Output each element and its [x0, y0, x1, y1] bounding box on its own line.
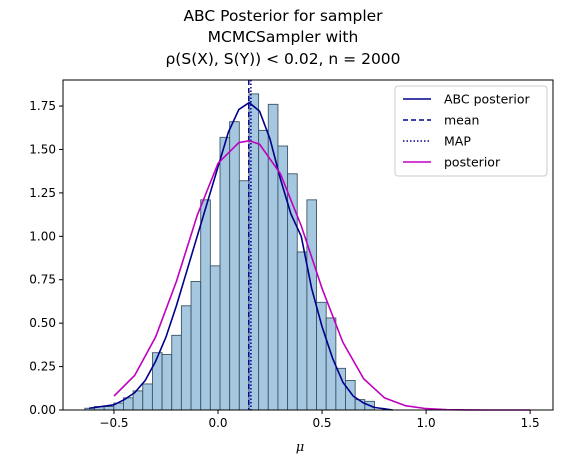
title-line-2: MCMCSampler with — [208, 28, 359, 46]
histogram-bar — [209, 265, 221, 411]
y-tick-label: 0.75 — [29, 273, 56, 287]
y-tick-label: 1.50 — [29, 142, 56, 156]
histogram-bar — [219, 136, 231, 411]
y-tick-label: 1.25 — [29, 186, 56, 200]
y-tick-label: 0.50 — [29, 316, 56, 330]
histogram-bar — [171, 334, 182, 411]
x-tick-label: 0.5 — [312, 416, 331, 430]
x-axis-label: μ — [296, 440, 304, 455]
x-tick-label: 1.5 — [521, 416, 540, 430]
axes: −0.5 0.0 0.5 1.0 1.5 0.00 0.25 0.50 0.75 1.00 1.25… — [29, 79, 554, 430]
legend-box — [394, 85, 548, 177]
y-tick-label: 1.00 — [29, 229, 56, 243]
histogram-bar — [229, 121, 240, 411]
legend-label: posterior — [444, 155, 501, 170]
axes-frame — [62, 79, 554, 411]
histogram-bar — [296, 251, 308, 411]
histogram-bar — [306, 199, 317, 411]
histogram-bar — [238, 180, 250, 411]
histogram-bar — [345, 380, 356, 411]
title-line-3: ρ(S(X), S(Y)) < 0.02, n = 2000 — [165, 50, 400, 68]
histogram-bar — [180, 305, 192, 411]
chart-title: ABC Posterior for sampler MCMCSampler wi… — [165, 7, 400, 68]
title-line-1: ABC Posterior for sampler — [183, 7, 383, 25]
histogram-bar — [258, 129, 269, 411]
legend: ABC posterior mean MAP posterior — [394, 85, 548, 177]
histogram-bar — [103, 406, 115, 411]
y-tick-label: 1.75 — [29, 99, 56, 113]
y-tick-label: 0.25 — [29, 360, 56, 374]
histogram-bar — [142, 383, 153, 411]
histogram-bar — [316, 301, 327, 411]
histogram-bar — [132, 390, 144, 411]
y-tick-label: 0.00 — [29, 403, 56, 417]
histogram-bar — [335, 367, 346, 411]
histogram-bar — [200, 199, 211, 411]
histogram-bar — [151, 352, 163, 411]
histogram-bar — [161, 353, 173, 411]
legend-label: MAP — [444, 134, 471, 149]
x-tick-label: 0.0 — [208, 416, 227, 430]
x-tick-label: −0.5 — [99, 416, 128, 430]
abc-posterior-curve — [88, 101, 393, 411]
plot-area — [84, 80, 531, 411]
histogram-bar — [190, 281, 202, 411]
x-tick-label: 1.0 — [417, 416, 436, 430]
legend-label: mean — [444, 113, 479, 128]
legend-label: ABC posterior — [444, 92, 531, 107]
